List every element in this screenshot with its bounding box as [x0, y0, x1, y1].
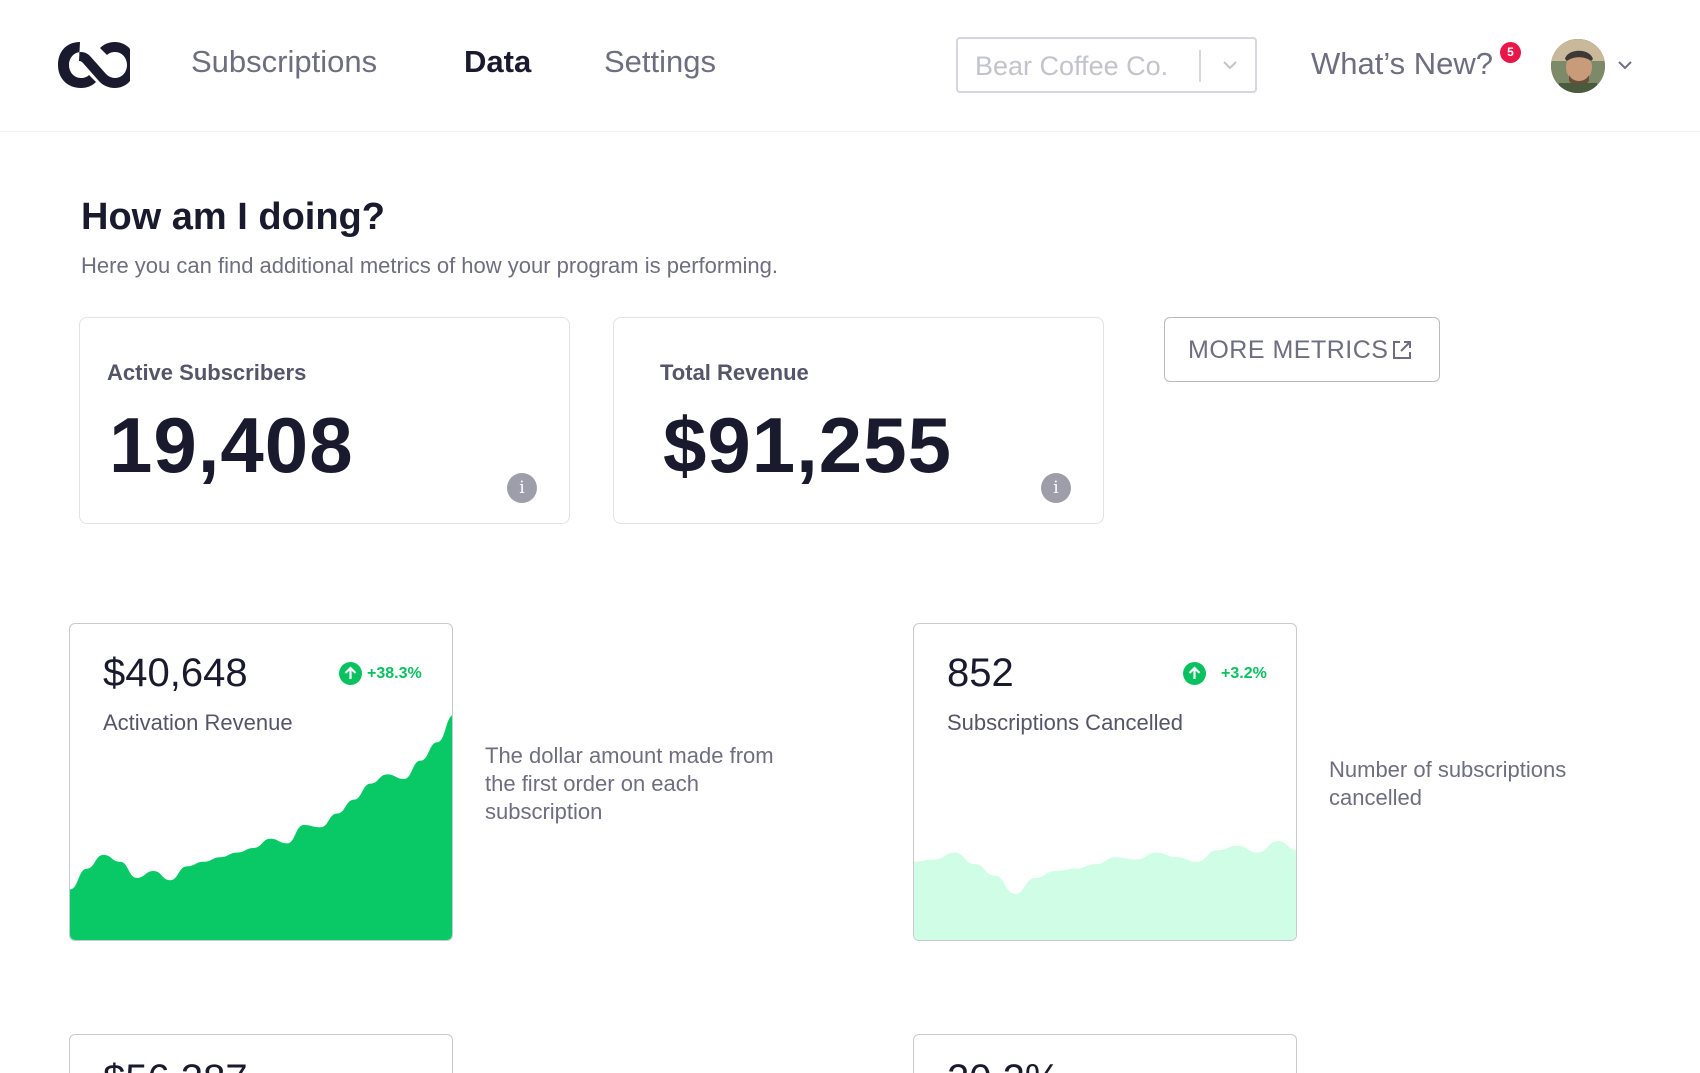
metric-value: $40,648 — [103, 651, 248, 695]
nav-tab-settings[interactable]: Settings — [604, 44, 717, 79]
metric-card-activation-revenue[interactable]: $40,648 +38.3% Activation Revenue — [69, 623, 453, 941]
avatar-image — [1551, 39, 1605, 93]
arrow-up-icon — [339, 662, 362, 685]
info-icon[interactable]: i — [507, 473, 537, 503]
company-select-value: Bear Coffee Co. — [975, 51, 1169, 81]
notification-badge: 5 — [1500, 42, 1521, 63]
page-subtitle: Here you can find additional metrics of … — [81, 253, 778, 278]
info-icon[interactable]: i — [1041, 473, 1071, 503]
subscriptions-cancelled-area-chart — [914, 841, 1296, 940]
page-title: How am I doing? — [81, 196, 385, 238]
nav-tab-subscriptions[interactable]: Subscriptions — [191, 44, 378, 79]
metric-card-partial[interactable]: $56,387 — [69, 1034, 453, 1073]
metric-label: Activation Revenue — [103, 710, 293, 735]
stat-value: $91,255 — [663, 401, 952, 489]
stat-card-total-revenue: Total Revenue $91,255 i — [613, 317, 1104, 524]
activation-revenue-area-chart — [70, 715, 452, 940]
stat-value: 19,408 — [109, 401, 354, 489]
metric-description-line: subscription — [485, 799, 603, 824]
metric-value: $56,387 — [103, 1057, 248, 1073]
metric-description: Number of subscriptions cancelled — [1329, 756, 1566, 812]
company-select[interactable]: Bear Coffee Co. — [956, 37, 1257, 93]
trend-percent: +3.2% — [1221, 665, 1267, 682]
metric-value: 20.2% — [947, 1057, 1060, 1073]
metric-card-subscriptions-cancelled[interactable]: 852 +3.2% Subscriptions Cancelled — [913, 623, 1297, 941]
top-nav-bar: Subscriptions Data Settings Bear Coffee … — [0, 0, 1700, 132]
metric-description: The dollar amount made from the first or… — [485, 742, 774, 826]
metric-description-line: The dollar amount made from — [485, 743, 774, 768]
metric-description-line: the first order on each — [485, 771, 700, 796]
chevron-down-icon[interactable] — [1615, 55, 1635, 75]
logo-icon[interactable] — [54, 36, 132, 94]
more-metrics-label: MORE METRICS — [1188, 336, 1389, 364]
chevron-down-icon — [1223, 61, 1237, 70]
stat-label: Active Subscribers — [107, 360, 307, 385]
area-series — [914, 841, 1296, 940]
area-series — [70, 715, 452, 940]
metric-card-partial[interactable]: 20.2% — [913, 1034, 1297, 1073]
arrow-up-icon — [1183, 662, 1206, 685]
avatar[interactable] — [1551, 39, 1605, 93]
metric-description-line: Number of subscriptions — [1329, 757, 1567, 782]
nav-tab-data[interactable]: Data — [464, 44, 532, 79]
whats-new-link[interactable]: What’s New? — [1311, 46, 1494, 81]
external-link-icon — [1393, 341, 1411, 359]
more-metrics-button[interactable]: MORE METRICS — [1164, 317, 1440, 382]
stat-card-active-subscribers: Active Subscribers 19,408 i — [79, 317, 570, 524]
trend-percent: +38.3% — [367, 665, 422, 682]
metric-description-line: cancelled — [1329, 785, 1422, 810]
stat-label: Total Revenue — [660, 360, 809, 385]
metric-label: Subscriptions Cancelled — [947, 710, 1184, 735]
select-divider — [1199, 50, 1201, 82]
metric-value: 852 — [947, 651, 1014, 695]
